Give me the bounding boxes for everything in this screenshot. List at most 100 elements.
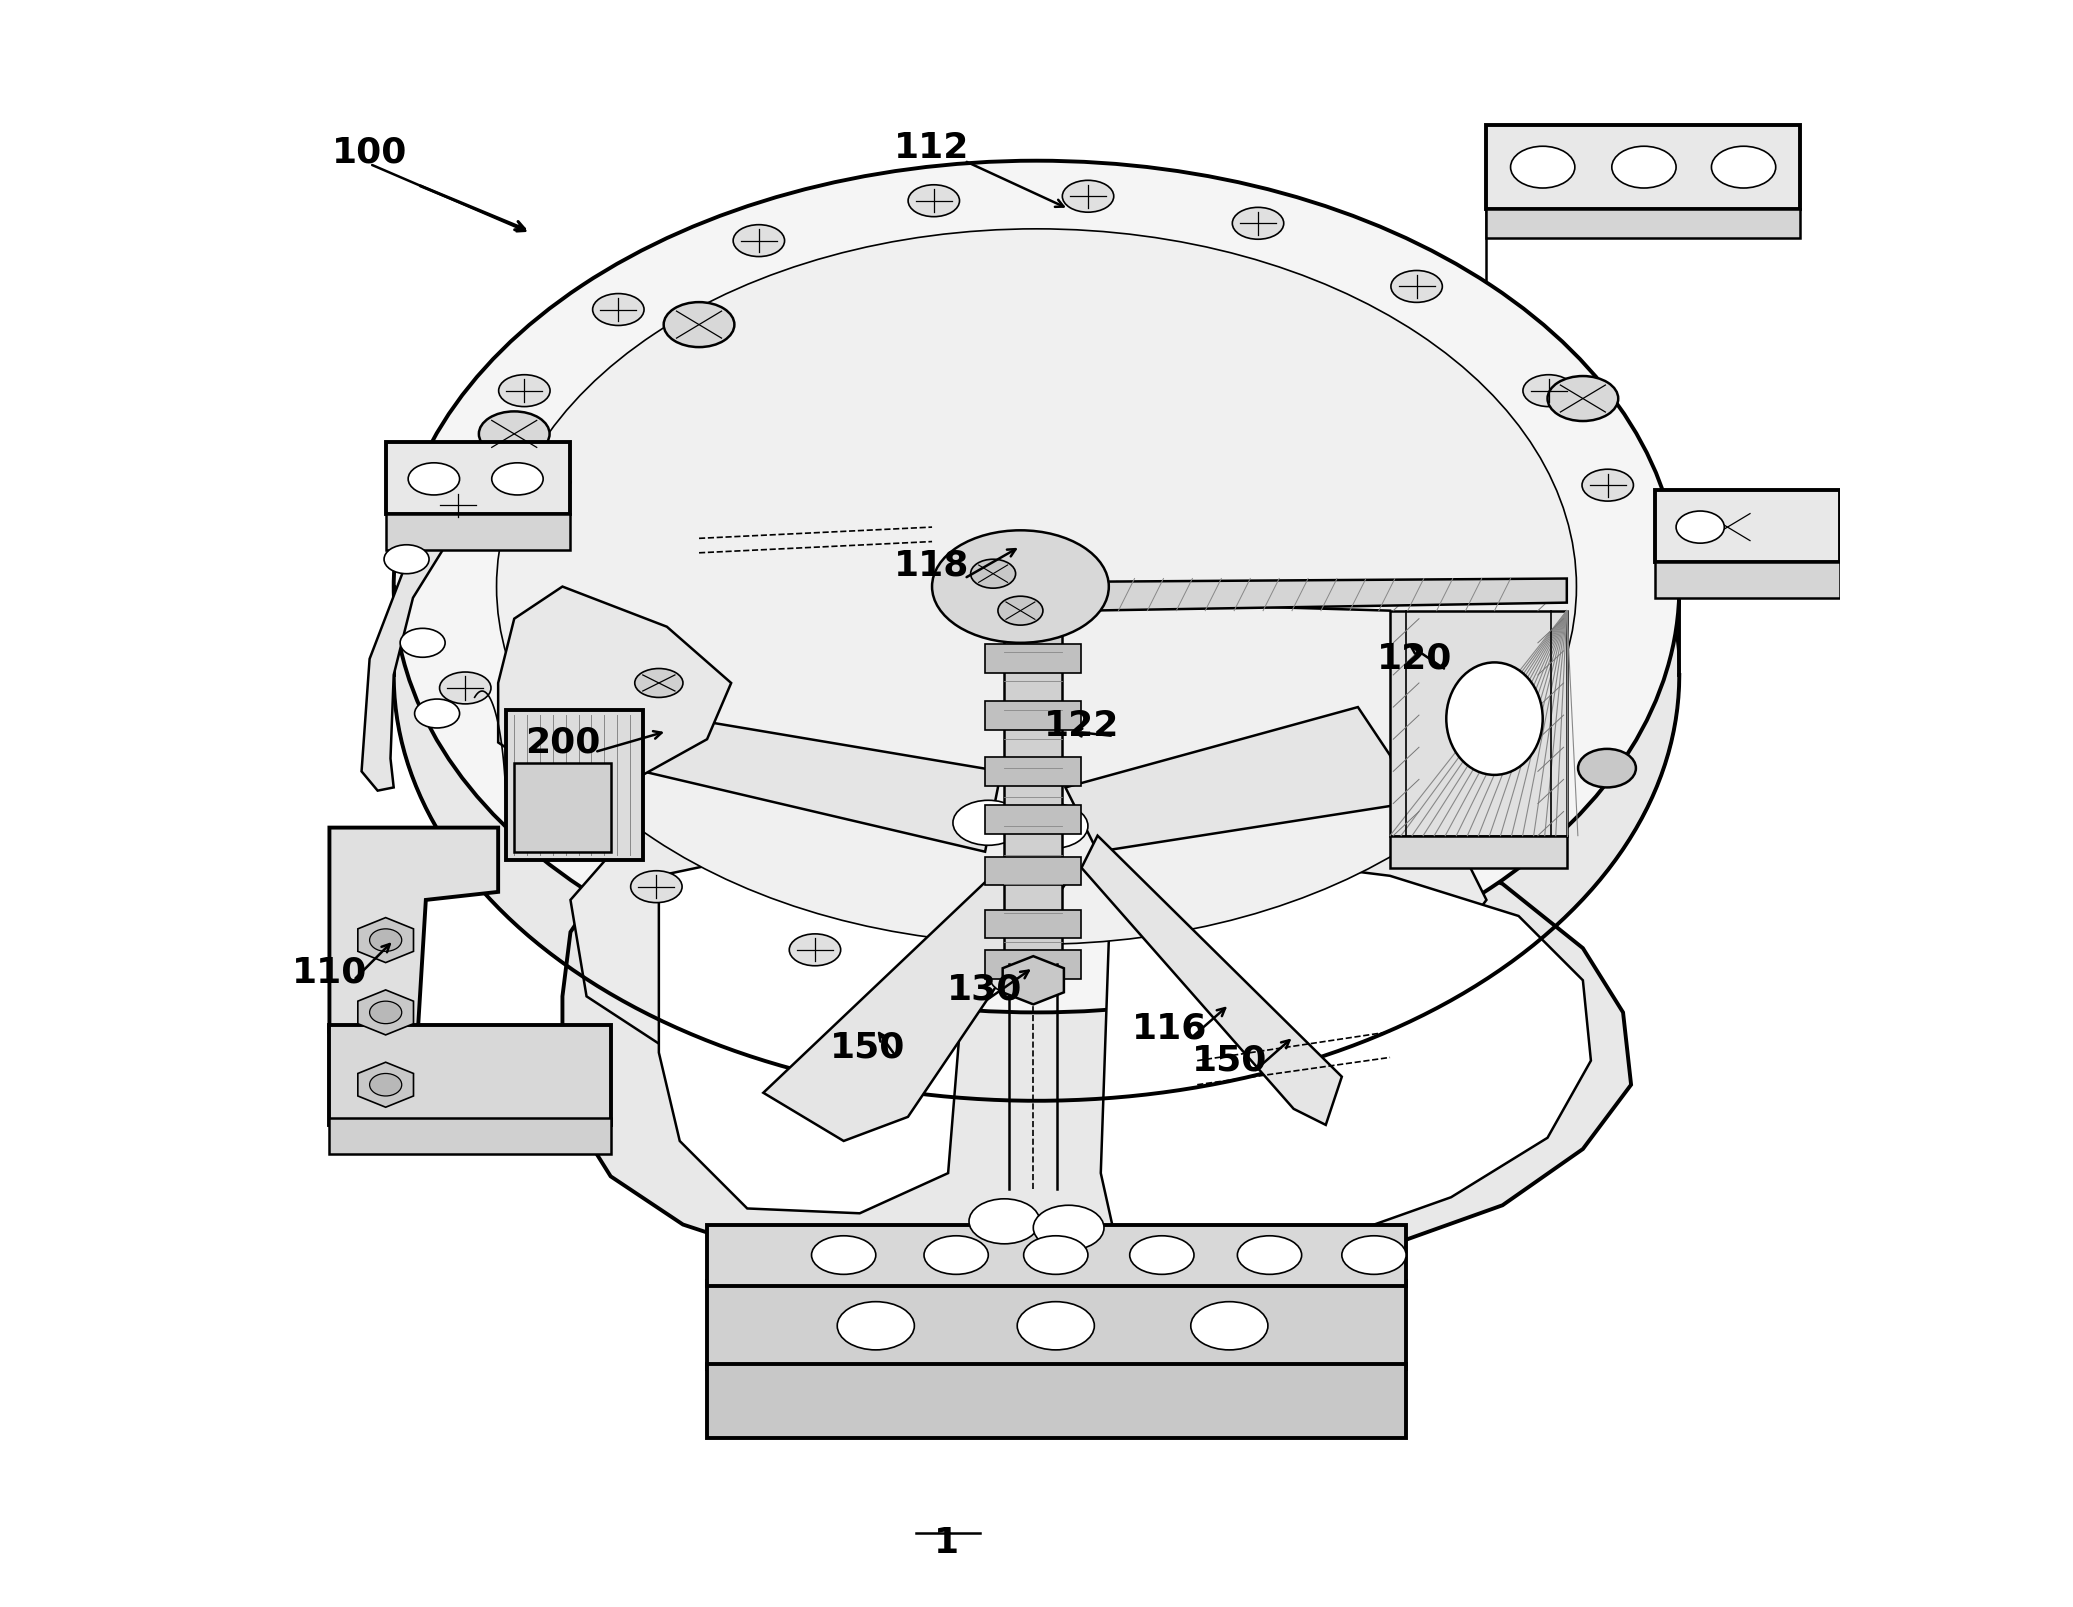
Text: 110: 110 (292, 955, 367, 990)
Ellipse shape (968, 1199, 1041, 1244)
Ellipse shape (908, 185, 960, 217)
Polygon shape (985, 857, 1082, 885)
Ellipse shape (479, 411, 549, 456)
Polygon shape (361, 442, 570, 791)
Polygon shape (1003, 956, 1063, 1004)
Bar (707, 1364, 1405, 1438)
Ellipse shape (1190, 1302, 1269, 1350)
Ellipse shape (498, 228, 1575, 945)
Polygon shape (359, 990, 413, 1035)
Ellipse shape (1130, 1236, 1194, 1274)
Ellipse shape (663, 302, 734, 347)
Ellipse shape (1018, 1302, 1095, 1350)
Ellipse shape (500, 374, 549, 407)
Ellipse shape (1582, 469, 1634, 501)
Text: 120: 120 (1376, 641, 1451, 677)
Ellipse shape (491, 463, 543, 495)
Text: 122: 122 (1045, 709, 1119, 744)
Ellipse shape (1024, 1236, 1088, 1274)
Polygon shape (562, 795, 1631, 1281)
Ellipse shape (734, 225, 784, 257)
Text: 200: 200 (524, 725, 599, 760)
Ellipse shape (997, 596, 1043, 625)
Ellipse shape (1677, 511, 1725, 543)
Ellipse shape (369, 929, 402, 951)
Text: 130: 130 (947, 972, 1022, 1008)
Ellipse shape (1712, 146, 1777, 188)
Ellipse shape (954, 800, 1024, 845)
Polygon shape (659, 844, 968, 1213)
Polygon shape (763, 852, 1066, 1141)
Ellipse shape (593, 294, 645, 326)
Ellipse shape (1549, 376, 1619, 421)
Polygon shape (570, 771, 1049, 1133)
Polygon shape (1084, 579, 1567, 611)
Bar (1654, 490, 1841, 562)
Ellipse shape (439, 672, 491, 704)
Polygon shape (985, 805, 1082, 834)
Polygon shape (1082, 836, 1341, 1125)
Text: 116: 116 (1132, 1011, 1209, 1046)
Bar (386, 442, 570, 514)
Polygon shape (643, 715, 1001, 852)
Ellipse shape (1511, 146, 1575, 188)
Polygon shape (386, 514, 570, 550)
Ellipse shape (837, 1302, 914, 1350)
Ellipse shape (790, 934, 842, 966)
Polygon shape (1486, 209, 1799, 238)
Polygon shape (1391, 836, 1567, 868)
Bar (1391, 611, 1567, 836)
Polygon shape (1654, 562, 1841, 598)
Text: 150: 150 (829, 1030, 906, 1065)
Ellipse shape (1061, 180, 1113, 212)
Ellipse shape (394, 161, 1679, 1012)
Ellipse shape (1032, 1205, 1105, 1250)
Polygon shape (330, 828, 498, 1032)
Text: 1: 1 (935, 1525, 960, 1560)
Ellipse shape (634, 669, 682, 697)
Text: 112: 112 (893, 130, 970, 166)
Polygon shape (514, 763, 612, 852)
Polygon shape (985, 701, 1082, 730)
Ellipse shape (1692, 505, 1762, 550)
Polygon shape (707, 1225, 1405, 1286)
Ellipse shape (415, 699, 460, 728)
Ellipse shape (433, 489, 483, 521)
Polygon shape (359, 1062, 413, 1107)
Ellipse shape (1341, 1236, 1405, 1274)
Polygon shape (985, 910, 1082, 938)
Ellipse shape (811, 1236, 875, 1274)
Ellipse shape (630, 871, 682, 903)
Polygon shape (498, 587, 732, 779)
Text: 118: 118 (893, 548, 970, 583)
Ellipse shape (400, 628, 446, 657)
Bar (330, 1118, 612, 1154)
Ellipse shape (394, 249, 1679, 1101)
Ellipse shape (1524, 374, 1573, 407)
Polygon shape (1082, 731, 1486, 1117)
Ellipse shape (970, 559, 1016, 588)
Ellipse shape (1613, 146, 1677, 188)
Polygon shape (359, 918, 413, 963)
Polygon shape (1003, 627, 1061, 980)
Polygon shape (506, 710, 643, 860)
Ellipse shape (933, 530, 1109, 643)
Ellipse shape (1578, 749, 1636, 787)
Polygon shape (1066, 707, 1405, 852)
Ellipse shape (991, 963, 1041, 995)
Ellipse shape (408, 463, 460, 495)
Bar (330, 1025, 612, 1125)
Polygon shape (985, 950, 1082, 979)
Ellipse shape (1238, 1236, 1302, 1274)
Ellipse shape (925, 1236, 989, 1274)
Text: 150: 150 (1192, 1043, 1267, 1078)
Polygon shape (985, 644, 1082, 673)
Ellipse shape (1018, 804, 1088, 848)
Ellipse shape (1231, 207, 1283, 239)
Ellipse shape (527, 795, 578, 828)
Ellipse shape (369, 1073, 402, 1096)
Bar (707, 1281, 1405, 1369)
Polygon shape (985, 757, 1082, 786)
Ellipse shape (369, 1001, 402, 1024)
Ellipse shape (1447, 662, 1542, 775)
